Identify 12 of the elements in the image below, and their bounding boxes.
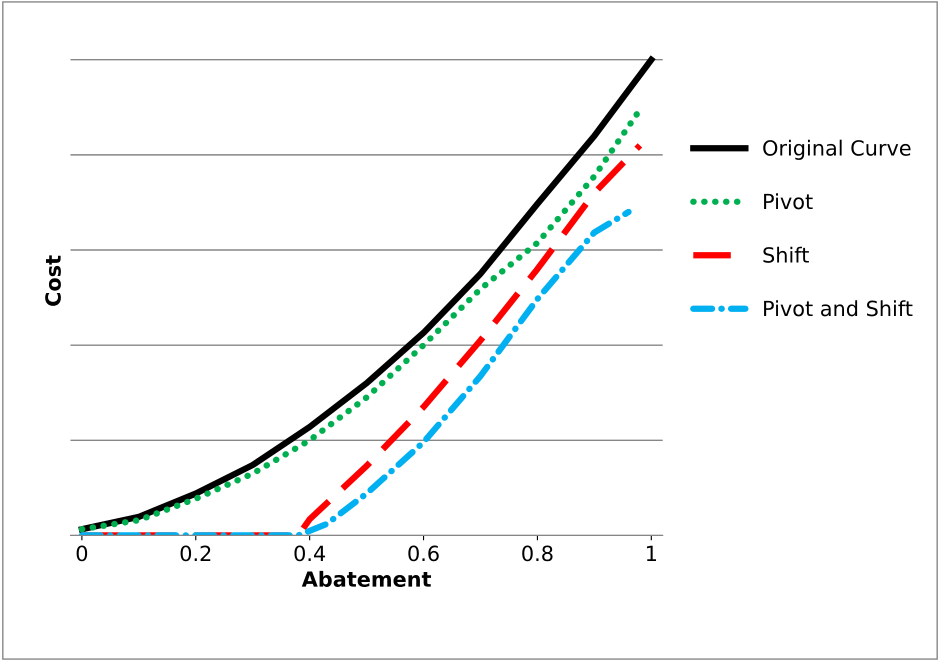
y-axis-title: Cost (45, 255, 61, 306)
legend-label: Shift (763, 246, 809, 263)
legend-label: Pivot and Shift (764, 300, 912, 316)
legend-label: Original Curve (763, 140, 911, 160)
x-tick-label: 0.2 (180, 546, 210, 562)
x-tick-label: 0 (76, 546, 88, 562)
x-tick-label: 1 (646, 546, 656, 561)
legend-label: Pivot (764, 193, 813, 210)
x-tick-label: 0.8 (522, 546, 553, 562)
x-tick-label: 0.4 (294, 546, 326, 562)
x-tick-label: 0.6 (408, 546, 439, 562)
x-axis-title: Abatement (302, 570, 432, 587)
